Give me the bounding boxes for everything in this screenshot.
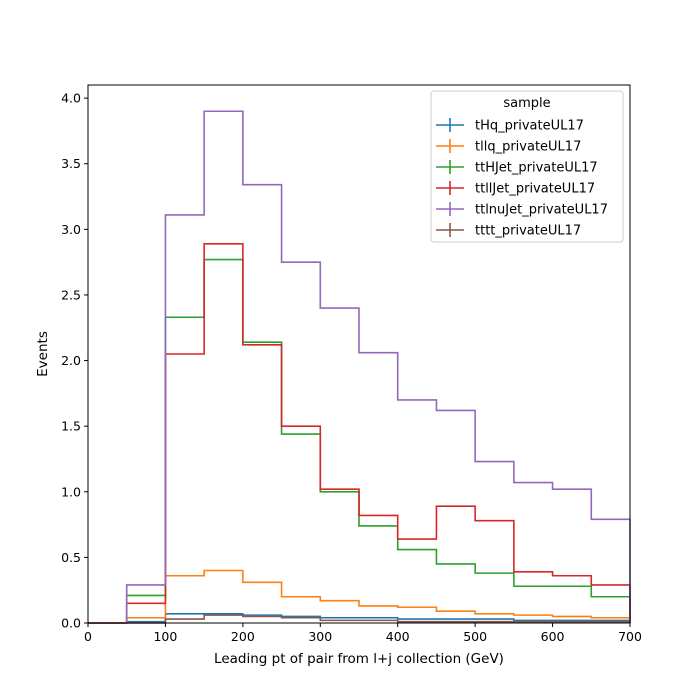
legend-title: sample	[503, 96, 550, 111]
legend: sample tHq_privateUL17 tllq_privateUL17tt…	[430, 90, 624, 243]
y-tick-label: 3.0	[61, 222, 81, 237]
legend-label: tllq_privateUL17	[475, 140, 581, 155]
y-tick-label: 0.5	[61, 550, 81, 565]
y-tick-label: 3.5	[61, 156, 81, 171]
y-axis-label: Events	[35, 331, 51, 377]
legend-entry: ttHJet_privateUL17	[436, 160, 598, 176]
legend-entry: tllq_privateUL17	[436, 139, 581, 155]
x-tick-label: 400	[386, 629, 410, 644]
legend-entry: tttt_privateUL17	[436, 223, 581, 239]
x-tick-label: 200	[231, 629, 255, 644]
x-tick-label: 500	[463, 629, 487, 644]
legend-label: ttHJet_privateUL17	[475, 161, 598, 176]
axes-frame	[87, 84, 631, 624]
plot-area	[87, 84, 631, 624]
legend-label: ttlnuJet_privateUL17	[475, 203, 608, 218]
legend-entry: tHq_privateUL17	[436, 118, 584, 134]
legend-box	[430, 90, 624, 243]
y-axis-ticks: 0.0 0.5 1.0 1.5 2.0 2.5 3.0 3.5 4.0	[61, 91, 88, 631]
legend-entries: tHq_privateUL17 tllq_privateUL17 ttHJet_pr…	[436, 118, 608, 239]
x-axis-ticks: 0 100 200 300 400 500 600 700	[84, 623, 642, 644]
series-line-ttlnuJet_privateUL17	[88, 110, 631, 624]
series-line-tllq_privateUL17	[88, 569, 631, 624]
y-tick-label: 2.5	[61, 287, 81, 302]
y-tick-label: 0.0	[61, 616, 81, 631]
legend-label: tttt_privateUL17	[475, 224, 581, 239]
y-tick-label: 2.0	[61, 353, 81, 368]
x-axis-label: Leading pt of pair from l+j collection (…	[214, 651, 504, 667]
series-line-ttllJet_privateUL17	[88, 242, 631, 624]
y-tick-label: 4.0	[61, 91, 81, 106]
legend-entry: ttlnuJet_privateUL17	[436, 202, 608, 218]
y-tick-label: 1.5	[61, 419, 81, 434]
x-tick-label: 300	[308, 629, 332, 644]
legend-label: tHq_privateUL17	[475, 119, 584, 134]
legend-entry: ttllJet_privateUL17	[436, 181, 595, 197]
legend-label: ttllJet_privateUL17	[475, 182, 595, 197]
y-tick-label: 1.0	[61, 484, 81, 499]
x-tick-label: 0	[84, 629, 92, 644]
x-tick-label: 100	[153, 629, 177, 644]
series-line-tttt_privateUL17	[88, 614, 631, 624]
series-layer	[88, 110, 631, 624]
x-tick-label: 600	[541, 629, 565, 644]
x-tick-label: 700	[618, 629, 642, 644]
